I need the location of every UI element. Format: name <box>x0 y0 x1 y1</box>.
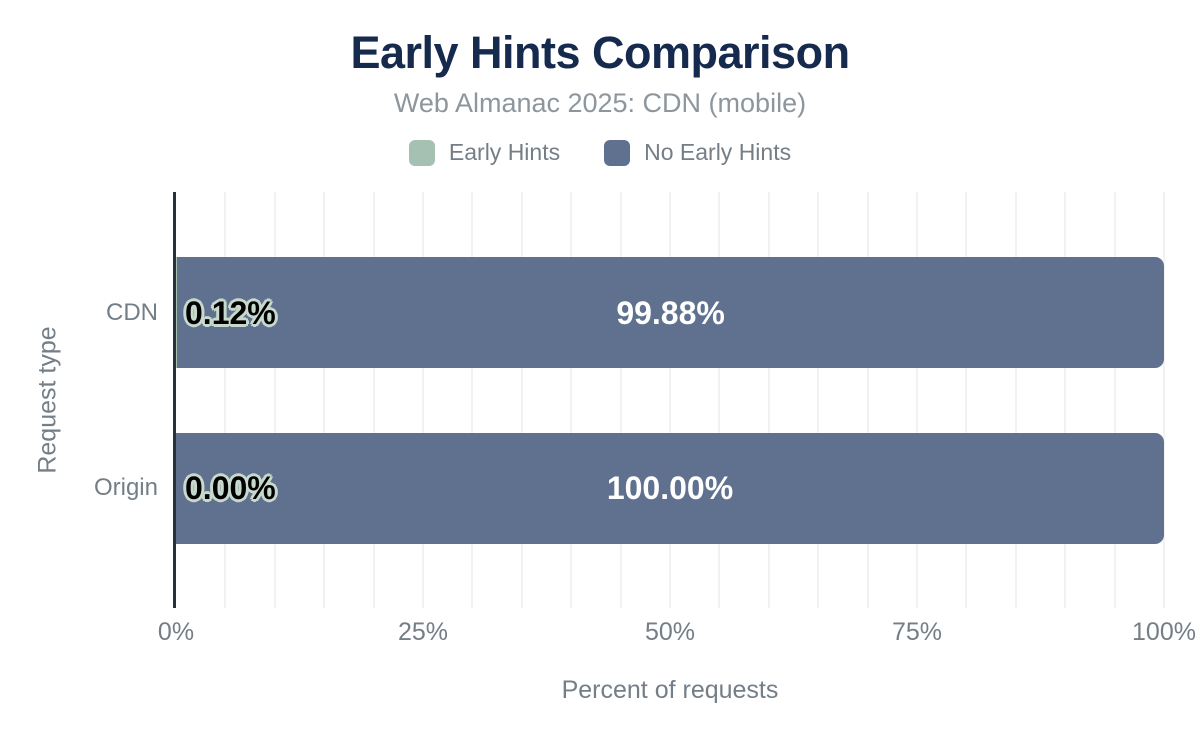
chart-subtitle: Web Almanac 2025: CDN (mobile) <box>393 88 807 118</box>
legend-swatch-icon <box>604 139 631 166</box>
gridline <box>520 192 523 608</box>
gridline <box>619 192 622 608</box>
gridline <box>273 192 276 608</box>
gridline <box>1163 192 1165 608</box>
gridline <box>471 192 474 608</box>
gridline <box>965 192 968 608</box>
gridline <box>817 192 820 608</box>
bar-segment-early-hints-cdn <box>176 257 178 369</box>
x-axis-title: Percent of requests <box>561 676 779 704</box>
gridline <box>1064 192 1067 608</box>
gridline <box>866 192 869 608</box>
bar-value-label: 99.88% <box>616 294 725 331</box>
legend-item-early-hints[interactable]: Early Hints <box>408 139 561 166</box>
category-label-origin: Origin <box>93 474 158 502</box>
gridline <box>916 192 918 608</box>
gridline <box>767 192 770 608</box>
legend-label: Early Hints <box>448 139 561 165</box>
x-tick-label: 25% <box>397 618 449 646</box>
gridline <box>224 192 227 608</box>
plot-area: 0.12% 99.88% 0.00% 100.00% <box>173 192 1165 608</box>
chart-title: Early Hints Comparison <box>350 27 850 78</box>
bar-segment-no-early-hints-cdn <box>177 257 1164 369</box>
gridline <box>570 192 573 608</box>
gridline <box>372 192 375 608</box>
legend: Early Hints No Early Hints <box>0 139 1200 166</box>
bar-value-label: 0.00% <box>185 470 276 507</box>
x-tick-label: 75% <box>891 618 943 646</box>
gridline <box>1113 192 1116 608</box>
gridline <box>323 192 326 608</box>
gridline <box>669 192 671 608</box>
bar-segment-no-early-hints-origin <box>176 432 1164 544</box>
gridline <box>422 192 424 608</box>
legend-label: No Early Hints <box>644 139 792 165</box>
x-tick-label: 100% <box>1132 618 1196 646</box>
gridline <box>718 192 721 608</box>
legend-swatch-icon <box>408 139 435 166</box>
x-tick-label: 0% <box>157 618 195 646</box>
y-axis-title: Request type <box>33 326 62 474</box>
x-tick-label: 50% <box>644 618 696 646</box>
gridline <box>1014 192 1017 608</box>
category-label-cdn: CDN <box>106 298 158 326</box>
bar-value-label: 100.00% <box>606 470 734 507</box>
legend-item-no-early-hints[interactable]: No Early Hints <box>604 139 791 166</box>
bar-value-label: 0.12% <box>185 294 276 331</box>
